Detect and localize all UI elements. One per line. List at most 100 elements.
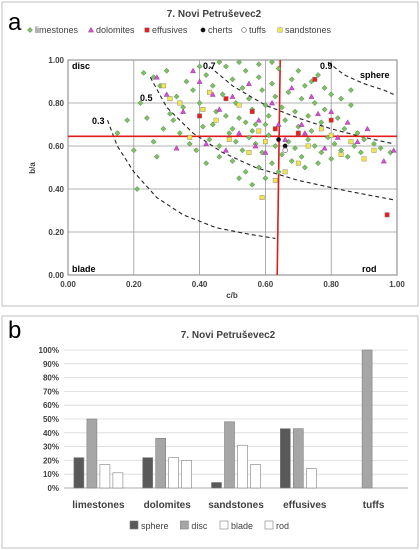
bar-marks [73,349,373,489]
bar-category-label: limestones [72,500,125,511]
scatter-ticks: 0.00 0.20 0.40 0.60 0.80 1.00 0.00 0.20 0.40 0.60… [48,56,405,289]
point-limestones [269,59,275,66]
point-limestones [321,106,328,113]
point-limestones [292,145,298,152]
point-sandstones [177,100,183,106]
point-tuffs [282,147,288,154]
point-effusives [384,212,390,218]
point-limestones [239,147,246,154]
point-sandstones [213,117,219,123]
point-dolomites [216,106,223,112]
point-limestones [298,95,305,102]
point-dolomites [246,80,252,86]
point-dolomites [288,84,295,91]
x-tick-label: 0.80 [323,280,339,289]
point-limestones [255,164,262,171]
contour-label-0-9: 0.9 [320,61,333,71]
bar-ticks: 0% 10% 20% 30% 40% 50% 60% 70% 80% 90% 100% limesto… [39,346,385,511]
point-limestones [272,143,279,149]
point-limestones [203,160,210,167]
point-limestones [331,140,338,147]
point-limestones [371,140,377,147]
point-limestones [170,117,177,124]
point-limestones [311,100,318,106]
point-dolomites [298,121,305,127]
bar-effusives-blade [305,468,317,489]
point-sandstones [318,126,324,132]
point-limestones [377,145,384,152]
x-tick-label: 0.40 [192,280,208,289]
point-limestones [219,91,226,98]
bar-title: 7. Novi Petruševec2 [181,330,276,341]
point-dolomites [252,142,259,149]
bar-dolomites-sphere [142,457,153,489]
point-sandstones [295,160,301,166]
point-limestones [301,82,308,89]
y-tick-label: 0.20 [48,228,64,237]
point-limestones [176,130,183,137]
bar-category-label: tuffs [363,500,385,511]
bar-y-tick-label: 60% [43,401,59,410]
bar-legend-label-blade: blade [231,521,253,531]
reference-lines [68,59,397,276]
point-effusives [272,126,278,132]
bar-legend-swatch-sphere [129,520,139,530]
point-sandstones [348,139,354,145]
legend-marker-cherts [200,27,206,33]
point-sandstones [262,139,268,145]
point-sandstones [305,143,311,149]
bar-legend: sphere disc blade rod [129,520,289,531]
bar-limestones-sphere [73,457,85,489]
point-limestones [245,95,252,102]
point-limestones [196,100,203,106]
corner-label-rod: rod [362,264,377,274]
point-limestones [357,149,364,156]
contour-curve-2 [209,66,394,145]
point-limestones [242,168,249,175]
point-limestones [183,78,190,85]
point-limestones [140,69,147,76]
bar-sandstones-disc [224,421,235,489]
point-dolomites [308,93,315,99]
bar-tuffs-disc [361,349,373,489]
point-sandstones [187,134,193,140]
point-limestones [229,76,236,83]
point-limestones [222,112,229,119]
point-limestones [262,102,269,109]
point-limestones [163,67,170,74]
point-limestones [130,147,137,154]
point-limestones [236,115,243,122]
contour-label-0-3: 0.3 [92,116,105,126]
x-tick-label: 0.20 [126,280,142,289]
point-limestones [216,143,223,149]
point-limestones [288,158,295,165]
point-limestones [236,175,243,182]
legend-label-cherts: cherts [208,25,233,35]
point-dolomites [275,121,282,127]
bar-grid [64,349,408,489]
point-limestones [203,72,210,79]
point-limestones [265,132,272,139]
point-dolomites [269,99,275,106]
point-sandstones [272,177,278,183]
panel-a-letter: a [8,9,22,36]
point-sandstones [361,156,367,162]
bar-dolomites-disc [155,438,166,489]
point-limestones [144,115,150,122]
bar-sandstones-sphere [211,482,222,489]
scatter-legend: limestones dolomites effusives cherts tuffs s… [27,25,332,35]
point-limestones [341,125,348,132]
point-dolomites [334,134,341,140]
x-axis-label: c/b [226,291,238,300]
point-cherts [282,143,288,149]
legend-label-sandstones: sandstones [285,25,332,35]
point-dolomites [236,130,243,136]
point-limestones [229,125,236,132]
point-dolomites [163,91,170,97]
point-dolomites [364,125,371,132]
bar-limestones-blade [99,464,111,489]
point-limestones [262,175,269,182]
point-limestones [173,93,180,100]
point-limestones [282,117,289,124]
point-limestones [269,160,275,167]
